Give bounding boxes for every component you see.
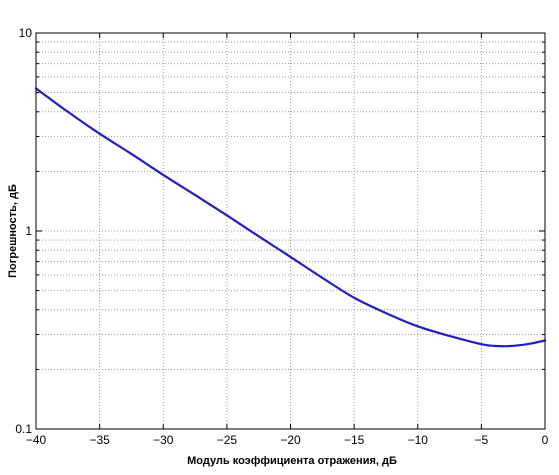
x-tick-label: −10	[408, 433, 429, 447]
x-tick-label: −15	[344, 433, 365, 447]
x-tick-label: −25	[217, 433, 238, 447]
y-tick-label: 0.1	[15, 422, 32, 436]
y-tick-label: 10	[19, 26, 33, 40]
y-tick-label: 1	[25, 224, 32, 238]
x-tick-label: 0	[542, 433, 549, 447]
x-axis-title: Модуль коэффициента отражения, дБ	[187, 455, 397, 467]
x-tick-label: −35	[89, 433, 110, 447]
ticks	[35, 33, 546, 429]
y-axis-title: Погрешность, дБ	[7, 184, 19, 278]
grid	[36, 33, 545, 429]
x-tick-label: −40	[26, 433, 47, 447]
series-line	[34, 87, 547, 348]
tick-labels: −40 −35 −30 −25 −20 −15 −10 −5 0 0.1 1 10	[15, 26, 548, 447]
x-tick-label: −5	[475, 433, 489, 447]
x-tick-label: −30	[153, 433, 174, 447]
x-tick-label: −20	[280, 433, 301, 447]
